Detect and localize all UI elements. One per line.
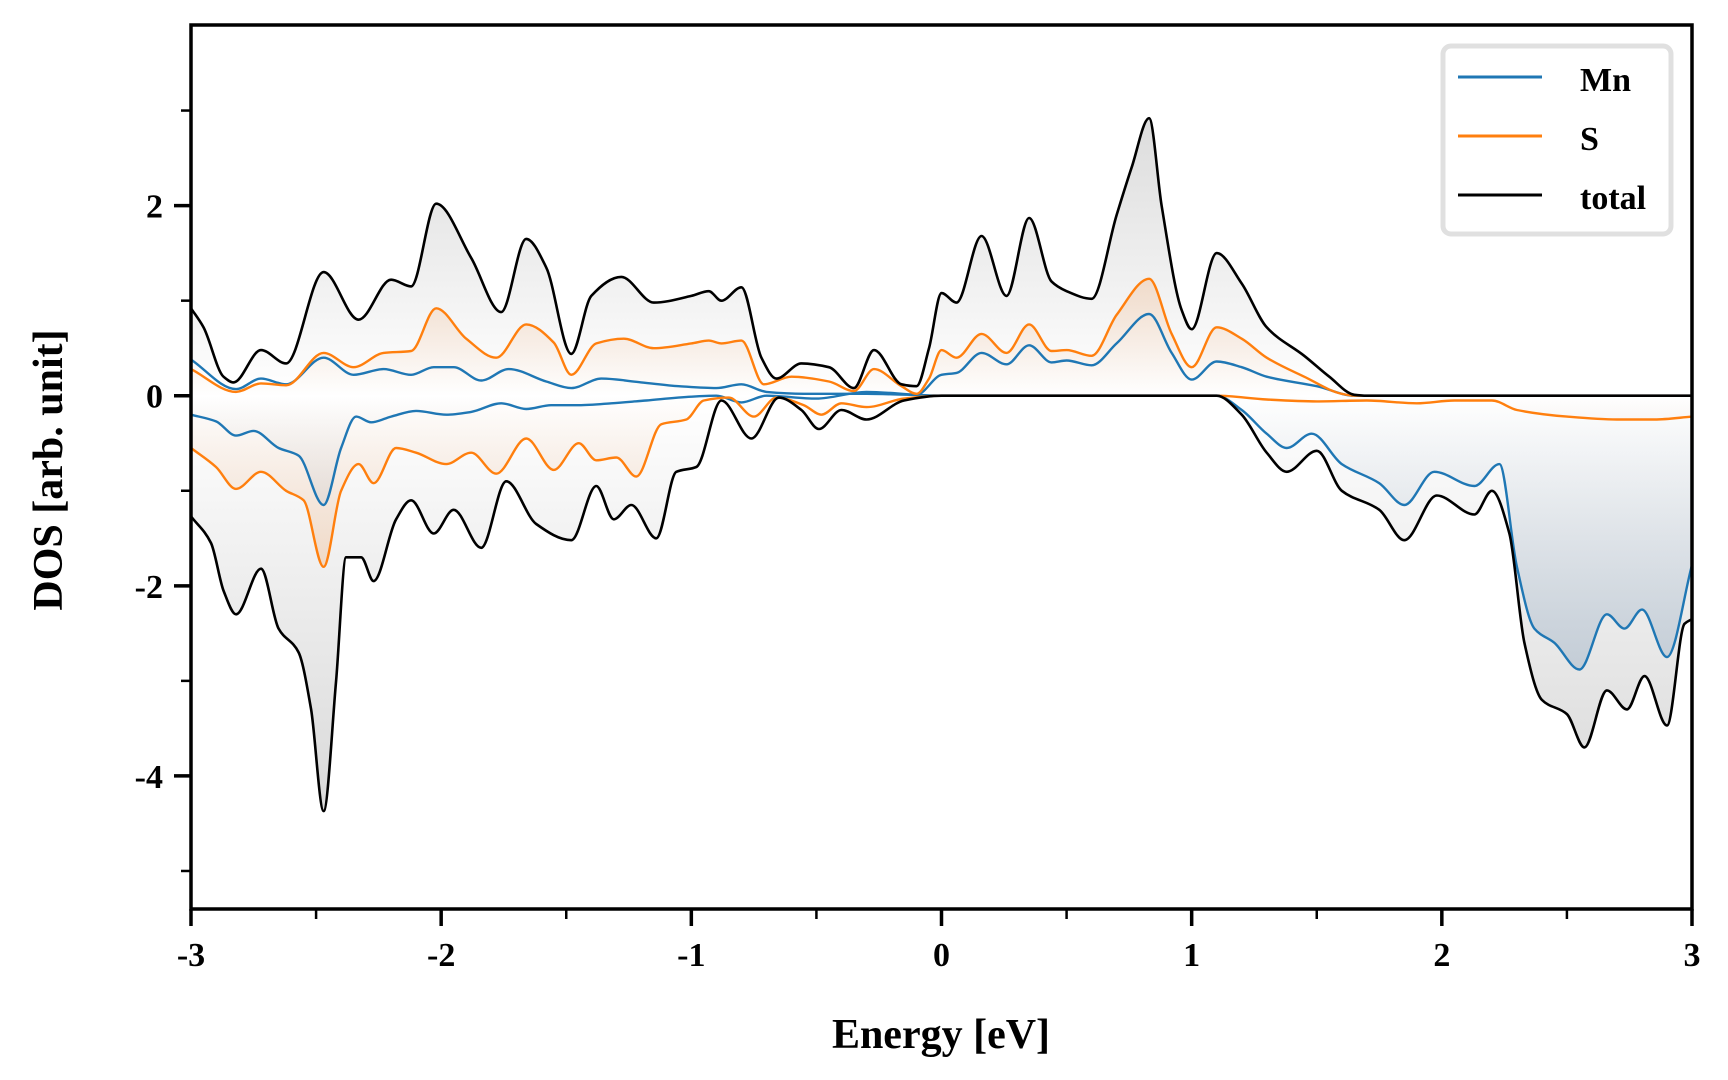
total-spin-down-line bbox=[189, 394, 1693, 813]
legend: Mn S total bbox=[1440, 43, 1674, 237]
x-tick-label: 3 bbox=[1684, 937, 1701, 974]
total-spin-up-line bbox=[189, 116, 1692, 398]
y-tick-label: -2 bbox=[135, 569, 163, 606]
x-tick-label: -3 bbox=[177, 937, 205, 974]
x-tick-label: -1 bbox=[677, 937, 705, 974]
mn-spin-down-line bbox=[190, 390, 1694, 671]
y-tick-label: 2 bbox=[146, 189, 163, 226]
mn-spin-up-line bbox=[190, 312, 1692, 397]
total-spin-down-fill bbox=[191, 395, 1692, 812]
legend-label-s: S bbox=[1580, 121, 1599, 158]
x-tick-label: -2 bbox=[427, 937, 455, 974]
s-spin-up-fill bbox=[191, 278, 1692, 396]
x-axis-title: Energy [eV] bbox=[832, 1012, 1050, 1058]
legend-frame bbox=[1440, 43, 1674, 237]
s-spin-down-fill bbox=[191, 395, 1692, 567]
y-axis-title: DOS [arb. unit] bbox=[26, 329, 72, 610]
legend-label-total: total bbox=[1580, 180, 1646, 217]
x-ticks: -3 -2 -1 0 1 2 3 bbox=[177, 909, 1701, 974]
y-tick-label: 0 bbox=[146, 379, 163, 416]
mn-spin-down-fill bbox=[191, 391, 1692, 670]
s-spin-down-line bbox=[190, 394, 1693, 568]
x-tick-label: 2 bbox=[1433, 937, 1450, 974]
s-spin-up-line bbox=[190, 277, 1692, 397]
x-tick-label: 0 bbox=[933, 937, 950, 974]
legend-label-mn: Mn bbox=[1580, 62, 1631, 99]
series-lines bbox=[189, 116, 1694, 813]
y-ticks: -4 -2 0 2 bbox=[135, 109, 191, 873]
axes: -3 -2 -1 0 1 2 3 -4 -2 0 2 bbox=[135, 23, 1701, 974]
x-tick-label: 1 bbox=[1183, 937, 1200, 974]
y-tick-label: -4 bbox=[135, 759, 163, 796]
